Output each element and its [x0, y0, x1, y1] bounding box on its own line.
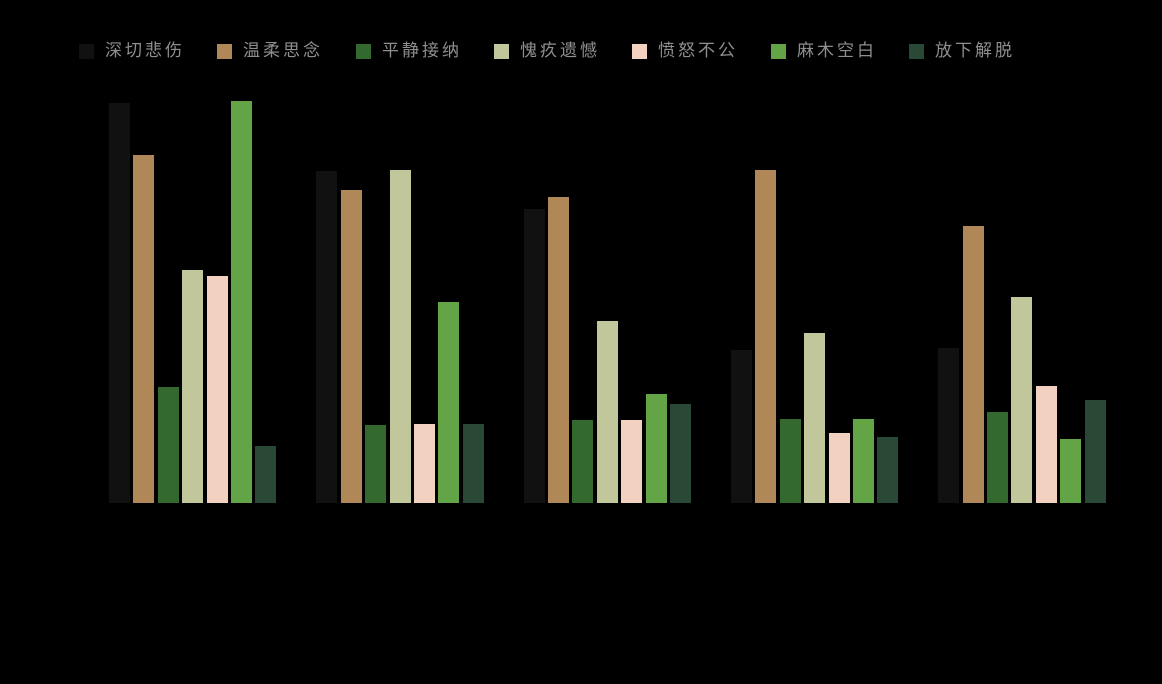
bar-group5-放下解脱 [1085, 400, 1106, 503]
legend-color-swatch-icon [494, 43, 509, 59]
bar-group5-麻木空白 [1060, 439, 1081, 503]
bar-group4-深切悲伤 [731, 350, 752, 503]
bar-group3-麻木空白 [646, 394, 667, 503]
bar-group4-平静接纳 [780, 419, 801, 503]
bar-group3-深切悲伤 [524, 209, 545, 503]
legend-color-swatch-icon [909, 43, 924, 59]
bar-group1-放下解脱 [255, 446, 276, 503]
bar-group5-愤怒不公 [1036, 386, 1057, 503]
legend-label: 麻木空白 [797, 41, 877, 60]
bar-group2-平静接纳 [365, 425, 386, 503]
bar-group1-愧疚遗憾 [182, 270, 203, 503]
bar-group1-麻木空白 [231, 101, 252, 503]
bar-group2-放下解脱 [463, 424, 484, 503]
bar-group3-愤怒不公 [621, 420, 642, 503]
bar-group2-愤怒不公 [414, 424, 435, 503]
legend-label: 愤怒不公 [658, 41, 738, 60]
bar-group3-愧疚遗憾 [597, 321, 618, 503]
bar-group4-麻木空白 [853, 419, 874, 503]
legend-item-6: 麻木空白 [771, 42, 877, 60]
bar-group5-深切悲伤 [938, 348, 959, 503]
legend-color-swatch-icon [771, 43, 786, 59]
bar-group4-愤怒不公 [829, 433, 850, 503]
bar-group3-平静接纳 [572, 420, 593, 503]
legend-color-swatch-icon [632, 43, 647, 59]
legend-label: 平静接纳 [382, 41, 462, 60]
bar-group5-温柔思念 [963, 226, 984, 503]
legend-label: 放下解脱 [935, 41, 1015, 60]
bar-group4-放下解脱 [877, 437, 898, 503]
legend-color-swatch-icon [217, 43, 232, 59]
bar-group1-愤怒不公 [207, 276, 228, 503]
legend-item-4: 愧疚遗憾 [494, 42, 600, 60]
bar-group1-平静接纳 [158, 387, 179, 503]
legend-item-1: 深切悲伤 [79, 42, 185, 60]
bar-group4-温柔思念 [755, 170, 776, 503]
bar-group3-放下解脱 [670, 404, 691, 503]
legend-item-7: 放下解脱 [909, 42, 1015, 60]
legend-color-swatch-icon [79, 43, 94, 59]
bar-group4-愧疚遗憾 [804, 333, 825, 503]
legend-color-swatch-icon [356, 43, 371, 59]
bar-group5-愧疚遗憾 [1011, 297, 1032, 503]
legend-item-5: 愤怒不公 [632, 42, 738, 60]
legend-label: 深切悲伤 [105, 41, 185, 60]
legend-label: 愧疚遗憾 [520, 41, 600, 60]
bar-group2-深切悲伤 [316, 171, 337, 503]
bar-group1-温柔思念 [133, 155, 154, 503]
bar-group5-平静接纳 [987, 412, 1008, 503]
chart-legend: 深切悲伤 温柔思念 平静接纳 愧疚遗憾 愤怒不公 麻木空白 放下解脱 [0, 0, 1162, 70]
bar-group2-愧疚遗憾 [390, 170, 411, 503]
bar-group1-深切悲伤 [109, 103, 130, 503]
legend-item-2: 温柔思念 [217, 42, 323, 60]
bar-group2-麻木空白 [438, 302, 459, 503]
bar-group3-温柔思念 [548, 197, 569, 503]
legend-item-3: 平静接纳 [356, 42, 462, 60]
bar-group2-温柔思念 [341, 190, 362, 503]
legend-label: 温柔思念 [243, 41, 323, 60]
